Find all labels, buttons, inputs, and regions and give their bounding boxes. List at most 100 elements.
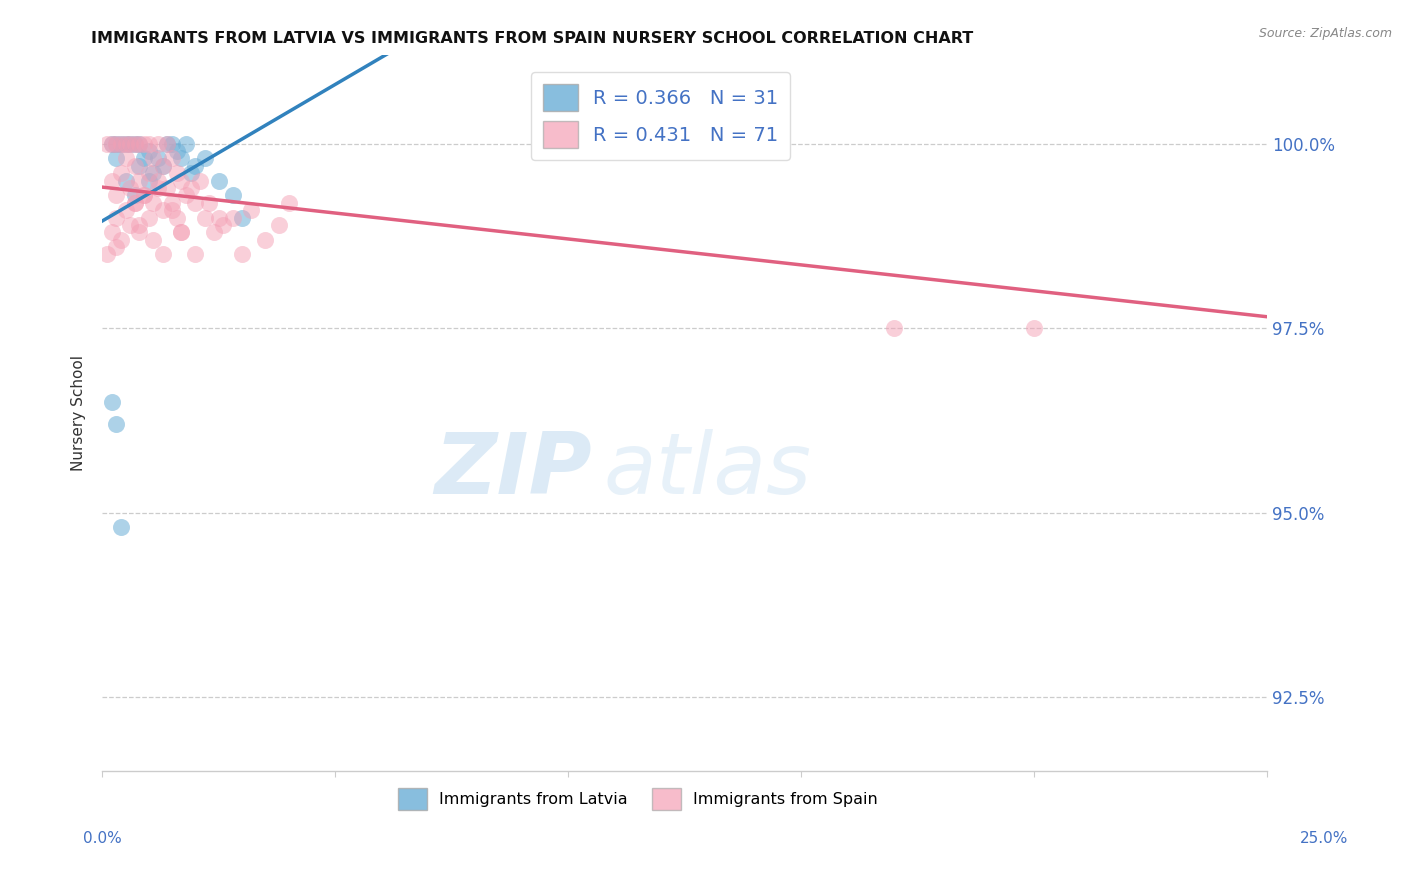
Point (128, 225, 150, 239)
Point (166, 211, 188, 225)
Point (160, 152, 183, 166)
Point (212, 218, 235, 232)
Point (254, 233, 277, 247)
Point (170, 225, 193, 239)
Point (124, 188, 146, 202)
Point (105, 152, 128, 166)
Point (184, 159, 207, 173)
Point (128, 173, 150, 187)
Text: atlas: atlas (603, 429, 811, 512)
Point (180, 166, 202, 180)
Point (110, 136, 132, 151)
Point (170, 152, 193, 166)
Point (114, 203, 136, 218)
Point (96, 247, 118, 261)
Point (105, 240, 128, 254)
Point (180, 181, 202, 195)
Point (156, 181, 179, 195)
Point (124, 159, 146, 173)
Point (100, 225, 122, 239)
Point (128, 136, 150, 151)
Text: ZIP: ZIP (434, 429, 592, 512)
Point (124, 195, 146, 210)
Point (105, 211, 128, 225)
Point (114, 136, 136, 151)
Point (208, 211, 231, 225)
Point (1022, 321, 1045, 335)
Point (152, 203, 174, 218)
Point (184, 195, 207, 210)
Point (208, 173, 231, 187)
Point (202, 225, 225, 239)
Point (138, 166, 160, 180)
Point (269, 218, 291, 232)
Point (105, 417, 128, 432)
Text: 25.0%: 25.0% (1301, 831, 1348, 846)
Point (100, 136, 122, 151)
Point (146, 152, 169, 166)
Point (146, 181, 169, 195)
Point (96, 136, 118, 151)
Point (557, 136, 579, 151)
Point (160, 136, 183, 151)
Point (221, 188, 243, 202)
Point (105, 136, 128, 151)
Y-axis label: Nursery School: Nursery School (72, 355, 86, 471)
Point (120, 218, 142, 232)
Point (124, 195, 146, 210)
Point (142, 152, 165, 166)
Point (152, 247, 174, 261)
Point (120, 136, 142, 151)
Text: Source: ZipAtlas.com: Source: ZipAtlas.com (1258, 27, 1392, 40)
Point (105, 188, 128, 202)
Point (231, 211, 253, 225)
Point (240, 203, 263, 218)
Point (110, 166, 132, 180)
Point (134, 188, 156, 202)
Point (142, 195, 165, 210)
Point (128, 136, 150, 151)
Point (184, 247, 207, 261)
Point (105, 136, 128, 151)
Text: IMMIGRANTS FROM LATVIA VS IMMIGRANTS FROM SPAIN NURSERY SCHOOL CORRELATION CHART: IMMIGRANTS FROM LATVIA VS IMMIGRANTS FRO… (91, 31, 973, 46)
Point (138, 211, 160, 225)
Point (146, 136, 169, 151)
Point (166, 166, 188, 180)
Point (174, 136, 197, 151)
Point (138, 173, 160, 187)
Point (142, 233, 165, 247)
Point (188, 173, 211, 187)
Point (138, 136, 160, 151)
Point (110, 520, 132, 534)
Point (156, 136, 179, 151)
Point (100, 173, 122, 187)
Point (142, 166, 165, 180)
Point (110, 233, 132, 247)
Point (120, 181, 142, 195)
Point (166, 144, 188, 158)
Point (114, 136, 136, 151)
Point (160, 203, 183, 218)
Point (170, 225, 193, 239)
Point (156, 136, 179, 151)
Point (124, 136, 146, 151)
Point (146, 173, 169, 187)
Point (100, 395, 122, 409)
Point (138, 144, 160, 158)
Point (231, 247, 253, 261)
Point (174, 188, 197, 202)
Point (170, 173, 193, 187)
Point (128, 218, 150, 232)
Point (194, 211, 217, 225)
Point (134, 188, 156, 202)
Point (110, 136, 132, 151)
Point (650, 136, 672, 151)
Point (221, 211, 243, 225)
Point (152, 159, 174, 173)
Point (277, 195, 299, 210)
Text: 0.0%: 0.0% (83, 831, 122, 846)
Point (128, 159, 150, 173)
Point (198, 195, 221, 210)
Point (134, 152, 156, 166)
Legend: Immigrants from Latvia, Immigrants from Spain: Immigrants from Latvia, Immigrants from … (391, 781, 884, 817)
